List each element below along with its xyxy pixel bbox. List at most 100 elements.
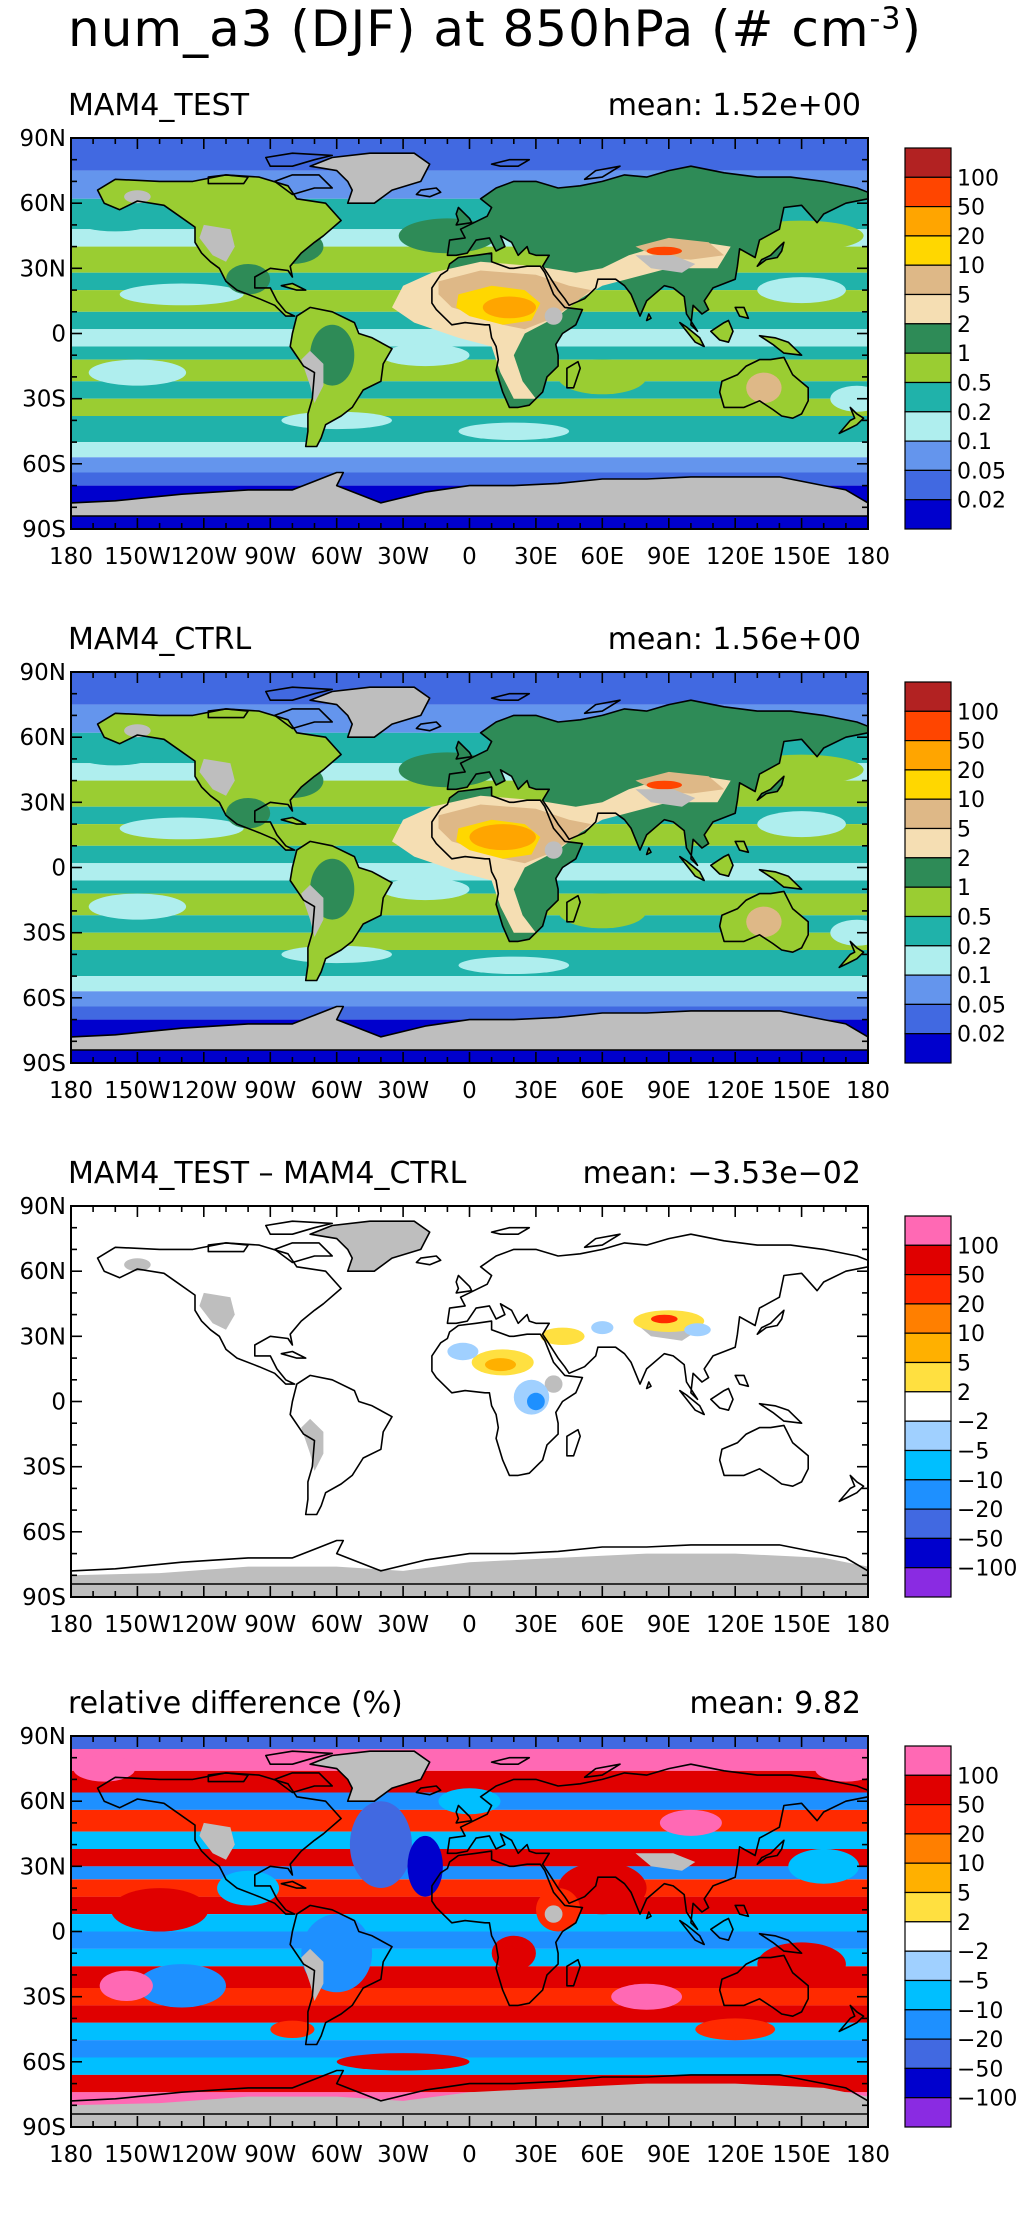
- coastline-cuba: [280, 1880, 307, 1889]
- missing-greenland: [310, 1751, 430, 1802]
- ocean-band: [71, 346, 868, 360]
- coastline-britain: [455, 1804, 473, 1824]
- colorbar-box: [904, 176, 952, 208]
- y-tick-label: 60S: [22, 2050, 66, 2076]
- asia-dust-core: [646, 780, 682, 790]
- panel-mean: mean: 1.52e+00: [607, 88, 861, 123]
- coastline-borneo: [709, 853, 734, 878]
- missing-andes: [301, 1418, 324, 1471]
- mexico-patch: [226, 798, 271, 829]
- field-patch: [336, 2053, 470, 2071]
- colorbar-box: [904, 1420, 952, 1452]
- colorbar-label: 10: [957, 1322, 985, 1347]
- field-band: [71, 1914, 868, 1932]
- coastline-australia: [718, 356, 810, 420]
- coastline-novaya: [583, 699, 621, 715]
- coastline-eurasia: [446, 1233, 868, 1401]
- field-background: [71, 1206, 868, 1597]
- diff-negative-patch: [684, 1323, 711, 1337]
- diff-positive-core: [651, 1314, 678, 1324]
- ocean-band: [71, 976, 868, 992]
- land-field-philippines: [735, 841, 749, 853]
- colorbar-box: [904, 323, 952, 354]
- colorbar-box: [904, 147, 952, 178]
- figure-title-end: ): [901, 0, 922, 58]
- colorbar-box: [904, 1033, 952, 1064]
- colorbar-box: [904, 205, 952, 237]
- colorbar-label: 0.5: [957, 906, 992, 931]
- colorbar-box: [904, 1567, 952, 1598]
- colorbar-label: 10: [957, 788, 985, 813]
- coastline-newZealand: [838, 406, 865, 435]
- y-tick-label: 60S: [22, 452, 66, 478]
- coastline-australia: [718, 890, 810, 954]
- panel-svg: 180 150W 120W 90W 60W 30W 0 30E 60E 90E 120E 150E 18…: [20, 126, 1006, 570]
- colorbar-label: 1: [957, 342, 971, 367]
- colorbar-label: 0.02: [957, 1023, 1006, 1048]
- coastline-newZealand: [838, 2004, 865, 2033]
- field-patch: [110, 1888, 209, 1932]
- x-tick-label: 30W: [377, 1612, 429, 1638]
- map-field: [71, 1206, 868, 1597]
- colorbar-label: 0.02: [957, 489, 1006, 514]
- y-tick-label: 30S: [22, 1985, 66, 2011]
- colorbar-label: −5: [957, 1440, 989, 1465]
- y-tick-label: 60S: [22, 1520, 66, 1546]
- x-tick-label: 120E: [706, 2142, 764, 2168]
- land-field-japan: [757, 242, 784, 267]
- land-field-newGuinea: [759, 869, 802, 890]
- coastline-madagascar: [566, 1958, 582, 1987]
- coastline-japan: [756, 1309, 785, 1335]
- y-tick-label: 90N: [20, 126, 66, 152]
- x-tick-label: 60W: [311, 544, 363, 570]
- coastline-southAmerica: [289, 306, 393, 448]
- colorbar-box: [904, 1979, 952, 2011]
- field-patch: [73, 1755, 136, 1782]
- colorbar-label: 0.05: [957, 993, 1006, 1018]
- land-field-japan: [757, 776, 784, 801]
- field-band: [71, 1831, 868, 1849]
- x-tick-label: 90W: [244, 1612, 296, 1638]
- coastline-sriLanka: [645, 847, 652, 856]
- x-tick-label: 150W: [104, 1078, 171, 1104]
- coastline-newGuinea: [758, 868, 803, 891]
- coastline-sriLanka: [645, 1381, 652, 1390]
- land-field-britain: [456, 207, 472, 225]
- missing-andes: [301, 350, 324, 403]
- dust-plume-20: [482, 296, 536, 319]
- x-tick-label: 60W: [311, 1612, 363, 1638]
- land-field-madagascar: [566, 895, 581, 922]
- colorbar-box: [904, 1361, 952, 1393]
- missing-greenland: [310, 1221, 430, 1272]
- coastline-victoriaIs: [207, 1772, 249, 1783]
- colorbar-label: 10: [957, 1852, 985, 1877]
- colorbar-box: [904, 469, 952, 501]
- colorbar-box: [904, 1950, 952, 1982]
- colorbar-label: −20: [957, 1498, 1003, 1523]
- ocean-band: [71, 359, 868, 382]
- y-tick-label: 90N: [20, 1724, 66, 1750]
- missing-rockies: [199, 758, 235, 796]
- coastline-antarctica: [71, 2069, 868, 2115]
- ocean-band: [71, 442, 868, 458]
- field-patch: [611, 1983, 682, 2010]
- colorbar-box: [904, 352, 952, 384]
- field-patch: [119, 283, 244, 306]
- coastline-borneo: [709, 1387, 734, 1412]
- colorbar-box: [904, 769, 952, 800]
- coastline-africa: [431, 1320, 584, 1477]
- coastline-baffin: [273, 708, 334, 730]
- coastline-cuba: [280, 1350, 307, 1359]
- coastline-philippines: [734, 306, 750, 320]
- figure-title-exponent: -3: [869, 1, 902, 37]
- colorbar-box: [904, 945, 952, 976]
- field-patch: [757, 811, 846, 838]
- coastline-sumatra: [678, 1919, 706, 1946]
- x-tick-label: 120W: [170, 544, 237, 570]
- y-tick-label: 30N: [20, 790, 66, 816]
- colorbar-label: 10: [957, 254, 985, 279]
- colorbar-box: [904, 1862, 952, 1894]
- missing-alaska: [124, 190, 151, 204]
- missing-greenland: [310, 687, 430, 738]
- coastline-africa: [431, 1850, 584, 2007]
